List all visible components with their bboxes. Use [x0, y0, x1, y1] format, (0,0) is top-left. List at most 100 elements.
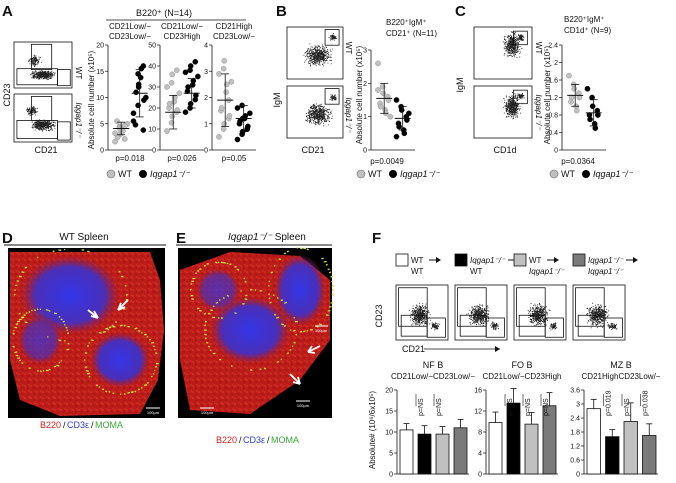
comparison-p-value: p=NS	[418, 398, 425, 416]
y-tick-label: 1.6	[548, 78, 558, 85]
y-tick-label: 12	[474, 409, 482, 416]
flow-gate-1	[324, 29, 340, 46]
comparison-p-value: p=NS	[525, 398, 532, 416]
y-tick-label: 20	[148, 106, 156, 113]
bar-chart-title-2: CD21Low/−CD23Low/−	[391, 372, 475, 381]
data-point	[234, 136, 241, 143]
panel-label-a: A	[2, 3, 13, 20]
y-tick-label: 3	[576, 402, 580, 409]
legend-f-arrowhead	[436, 257, 441, 263]
legend-a-wt-marker	[106, 169, 116, 179]
moma-rim-1	[13, 248, 129, 342]
data-point	[589, 94, 595, 101]
legend-b-wt-marker	[356, 169, 366, 179]
bar	[642, 435, 657, 475]
panel-c-title-2: CD1d⁺ (N=9)	[564, 26, 611, 35]
flow-gate-1	[398, 287, 428, 327]
data-point	[220, 65, 227, 72]
data-point	[185, 84, 191, 90]
y-tick-label: 0.4	[548, 130, 558, 137]
data-point	[406, 110, 412, 117]
y-tick-label: 1.8	[570, 430, 580, 437]
data-point	[135, 81, 142, 88]
chart-title-line-2: CD23Low/−	[109, 32, 151, 41]
panel-e-title: Iqgap1⁻/⁻ Spleen	[228, 232, 306, 243]
data-point	[216, 134, 222, 140]
data-point	[387, 113, 394, 120]
flow-gate-3	[57, 69, 71, 87]
flow-plot-f-1	[395, 284, 449, 341]
bar-chart-title-1: FO B	[511, 360, 532, 370]
flow-plot-frame	[13, 93, 73, 143]
y-tick-label: 4	[204, 43, 208, 50]
data-point	[228, 78, 235, 85]
y-tick-label: 2	[363, 81, 367, 88]
panel-b-pvalue: p=0.0049	[370, 157, 404, 166]
micrograph-ko-scale-2: 100μm	[297, 403, 310, 408]
panel-label-b: B	[276, 3, 287, 20]
legend-f-donor: WT	[411, 256, 424, 265]
legend-f-donor: Iqgap1⁻/⁻	[470, 256, 506, 265]
flow-plots-f	[395, 284, 626, 341]
y-tick-label: 50	[148, 43, 156, 50]
data-point	[173, 67, 180, 73]
micrograph-ko-tcell-zone-1	[274, 254, 326, 326]
flow-c-row-ko: Iqgap1⁻/⁻	[534, 94, 543, 130]
data-point	[182, 109, 189, 115]
flow-gate-1	[30, 43, 53, 70]
legend-f-swatch	[454, 253, 468, 267]
data-point	[566, 72, 572, 79]
y-tick-label: 3.6	[570, 388, 580, 395]
micrograph-wt-scale: 100μm	[147, 410, 160, 415]
flow-plot-events	[503, 91, 525, 120]
bar	[586, 408, 601, 475]
data-point	[130, 118, 137, 124]
panel-e-title-gene: Iqgap1⁻/⁻	[228, 232, 273, 243]
bar-chart-title-2: CD21Low/−CD23High	[483, 372, 562, 381]
flow-plot-events	[305, 94, 337, 127]
y-tick-label: 2	[204, 95, 208, 102]
data-point	[143, 94, 149, 101]
flow-a-ylabel: CD23	[2, 83, 12, 106]
flow-plot-f-3	[513, 284, 567, 341]
panel-f-ylabel: Absolute# (10⁶/6x10⁵)	[368, 391, 377, 470]
y-tick-label: 5	[389, 451, 393, 458]
legend-f-arrowhead	[554, 257, 559, 263]
panel-a-header: B220⁺ (N=14)	[136, 8, 192, 18]
legend-a-wt: WT	[118, 169, 132, 179]
bar	[435, 433, 450, 475]
panel-c-pvalue: p=0.0364	[561, 157, 595, 166]
panel-label-d: D	[2, 230, 13, 247]
legend-b-ko-marker	[389, 170, 397, 178]
flow-c-ylabel: IgM	[455, 77, 465, 92]
chart-title-line-2: CD23High	[164, 32, 201, 41]
flow-plot-f-2	[454, 284, 508, 341]
data-point	[592, 125, 599, 131]
y-tick-label: 15	[385, 409, 393, 416]
legend-f-recipient: WT	[411, 267, 424, 276]
legend-b-wt: WT	[368, 169, 382, 179]
scatter-a3: 0 1 2 3 4 CD21HighCD23Low/− p=0.05	[204, 22, 256, 163]
data-point	[192, 59, 199, 65]
data-point	[584, 85, 591, 92]
data-point	[164, 128, 170, 134]
micrograph-wt-arrow-1	[87, 309, 99, 319]
comparison-p-value: p=NS	[436, 398, 443, 416]
data-point	[401, 130, 408, 137]
data-point	[112, 138, 118, 145]
chart-title-line-2: CD23Low/−	[213, 32, 255, 41]
bar-chart-title-1: MZ B	[610, 360, 632, 370]
y-tick-label: 0.8	[548, 113, 558, 120]
data-point	[574, 107, 580, 114]
data-point	[398, 107, 405, 113]
flow-plot-a-wt	[13, 41, 73, 89]
flow-plot-c-ko	[473, 85, 533, 139]
y-tick-label: 4	[478, 451, 482, 458]
panel-label-f: F	[372, 230, 381, 247]
legend-a: WT Iqgap1⁻/⁻	[106, 169, 191, 179]
y-tick-label: 0	[576, 472, 580, 479]
y-tick-label: 0	[478, 472, 482, 479]
data-point	[195, 73, 201, 80]
moma-rim-3	[12, 308, 70, 373]
stain-d-slash-1: /	[63, 420, 66, 430]
